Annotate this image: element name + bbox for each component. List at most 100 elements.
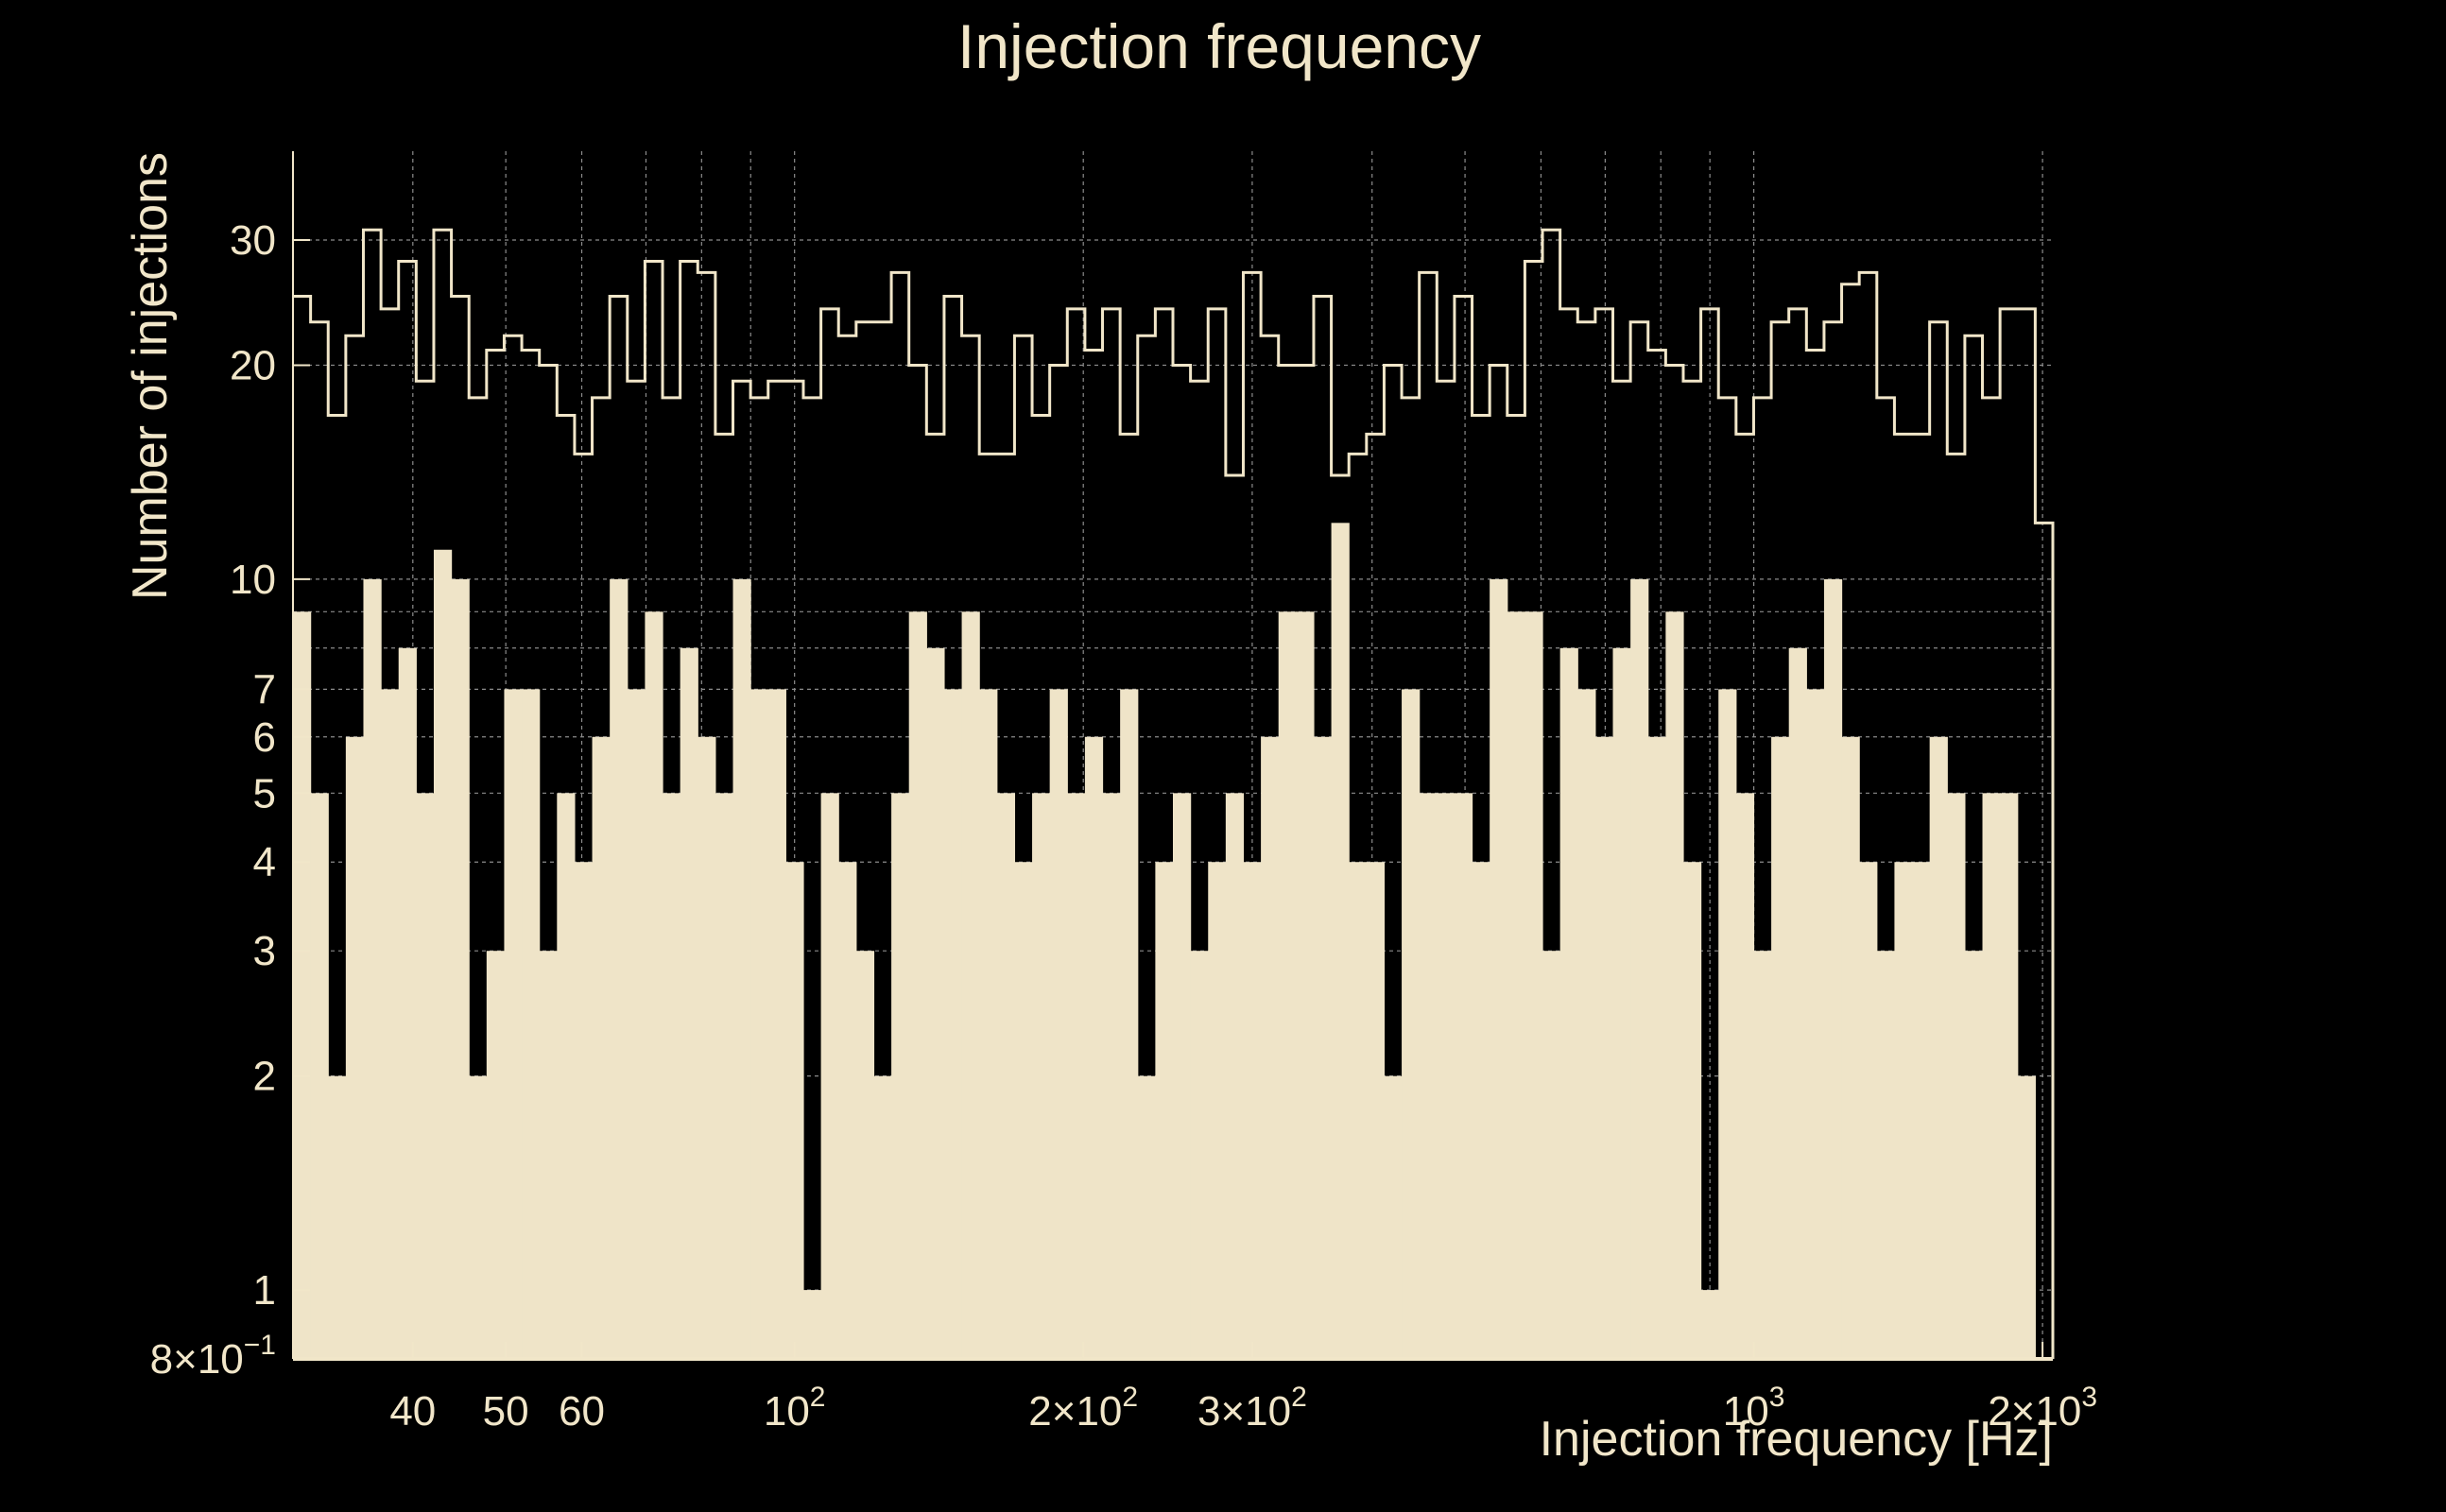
histogram-bar xyxy=(838,862,857,1359)
x-tick-label: 40 xyxy=(389,1388,436,1435)
histogram-bar xyxy=(873,1075,892,1359)
histogram-bar xyxy=(557,793,576,1359)
histogram-bar xyxy=(926,647,945,1359)
x-tick-label: 102 xyxy=(764,1382,826,1435)
histogram-bar xyxy=(891,793,910,1359)
chart-title: Injection frequency xyxy=(957,11,1481,81)
histogram-bar xyxy=(1173,793,1192,1359)
histogram-bar xyxy=(416,793,435,1359)
ticks-layer: 40 50 60 102 2×102 3×102 103 2×103 8×10−1 1 2 3 4 5 67… xyxy=(150,217,2097,1435)
histogram-bar xyxy=(451,578,470,1359)
y-tick-label: 4 xyxy=(253,839,276,885)
histogram-bar xyxy=(1032,793,1051,1359)
histogram-bar xyxy=(1084,736,1104,1359)
histogram-bar xyxy=(1313,736,1333,1359)
histogram-bar xyxy=(328,1075,347,1359)
histogram-bar xyxy=(2000,793,2019,1359)
histogram-bar xyxy=(961,611,980,1359)
histogram-bar xyxy=(1507,611,1525,1359)
histogram-bar xyxy=(1594,736,1614,1359)
histogram-bar xyxy=(1155,862,1174,1359)
histogram-bar xyxy=(592,736,611,1359)
histogram-bar xyxy=(1120,689,1139,1359)
histogram-bar xyxy=(1577,689,1596,1359)
histogram-bar xyxy=(398,647,417,1359)
histogram-bar xyxy=(979,689,998,1359)
histogram-bar xyxy=(1700,1290,1719,1359)
histogram-bar xyxy=(1366,862,1386,1359)
histogram-bar xyxy=(1331,523,1350,1359)
histogram-bar xyxy=(1402,689,1421,1359)
histogram-bar xyxy=(1929,736,1948,1359)
y-tick-label: 3 xyxy=(253,928,276,974)
histogram-bar xyxy=(1472,862,1490,1359)
histogram-bar xyxy=(1208,862,1227,1359)
histogram-bar xyxy=(855,951,875,1359)
x-tick-label: 3×102 xyxy=(1197,1382,1307,1435)
histogram-bar xyxy=(627,689,646,1359)
y-tick-label: 2 xyxy=(253,1054,276,1100)
histogram-bar xyxy=(1349,862,1368,1359)
histogram-bar xyxy=(680,647,698,1359)
histogram-bar xyxy=(1384,1075,1403,1359)
histogram-bar xyxy=(1559,647,1578,1359)
histogram-bar xyxy=(1630,578,1649,1359)
histogram-bar xyxy=(1841,736,1860,1359)
histogram-bar xyxy=(1771,736,1790,1359)
histogram-bar xyxy=(645,611,663,1359)
histogram-bar xyxy=(310,793,329,1359)
y-tick-label: 6 xyxy=(253,714,276,761)
y-tick-label: 8×10−1 xyxy=(150,1330,276,1383)
x-tick-label: 103 xyxy=(1723,1382,1785,1435)
y-tick-label: 20 xyxy=(230,342,276,388)
histogram-bar xyxy=(1647,736,1666,1359)
histogram-bar xyxy=(1788,647,1807,1359)
y-tick-label: 7 xyxy=(253,666,276,713)
histogram-bar xyxy=(820,793,839,1359)
histogram-bar xyxy=(943,689,963,1359)
histogram-bar xyxy=(1542,951,1561,1359)
histogram-bar xyxy=(486,951,506,1359)
histogram-bar xyxy=(767,689,786,1359)
y-tick-label: 5 xyxy=(253,770,276,816)
histogram-bar xyxy=(574,862,594,1359)
histogram-bar xyxy=(1947,793,1966,1359)
histogram-bar xyxy=(539,951,558,1359)
histogram-bar xyxy=(1261,736,1280,1359)
histogram-bar xyxy=(1243,862,1262,1359)
x-tick-label: 2×102 xyxy=(1028,1382,1138,1435)
y-tick-label: 1 xyxy=(253,1267,276,1314)
histogram-bar xyxy=(1912,862,1931,1359)
histogram-bar xyxy=(293,611,312,1359)
y-axis-label: Number of injections xyxy=(123,152,178,600)
histogram-bar xyxy=(1682,862,1702,1359)
histogram-bar xyxy=(345,736,365,1359)
outline-layer xyxy=(293,228,2055,1359)
histogram-bar xyxy=(610,578,629,1359)
histogram-bar xyxy=(1524,611,1543,1359)
histogram-bar xyxy=(1735,793,1755,1359)
histogram-bar xyxy=(2017,1075,2036,1359)
x-tick-label: 2×103 xyxy=(1988,1382,2097,1435)
histogram-bar xyxy=(1894,862,1913,1359)
histogram-bar xyxy=(1419,793,1438,1359)
histogram-bar xyxy=(469,1075,488,1359)
histogram-bar xyxy=(996,793,1016,1359)
histogram-bar xyxy=(750,689,769,1359)
histogram-bar xyxy=(1102,793,1121,1359)
axes-layer xyxy=(292,151,2053,1361)
histogram-bar xyxy=(1437,793,1456,1359)
histogram-bar xyxy=(1982,793,2001,1359)
histogram-bar xyxy=(522,689,541,1359)
y-tick-label: 10 xyxy=(230,557,276,603)
histogram-bar xyxy=(381,689,400,1359)
histogram-bar xyxy=(785,862,804,1359)
histogram-bar xyxy=(1454,793,1473,1359)
histogram-bar xyxy=(1190,951,1209,1359)
histogram-bar xyxy=(1014,862,1033,1359)
histogram-bar xyxy=(1612,647,1631,1359)
x-tick-label: 60 xyxy=(559,1388,605,1435)
histogram-bar xyxy=(802,1290,822,1359)
histogram-bar xyxy=(363,578,382,1359)
